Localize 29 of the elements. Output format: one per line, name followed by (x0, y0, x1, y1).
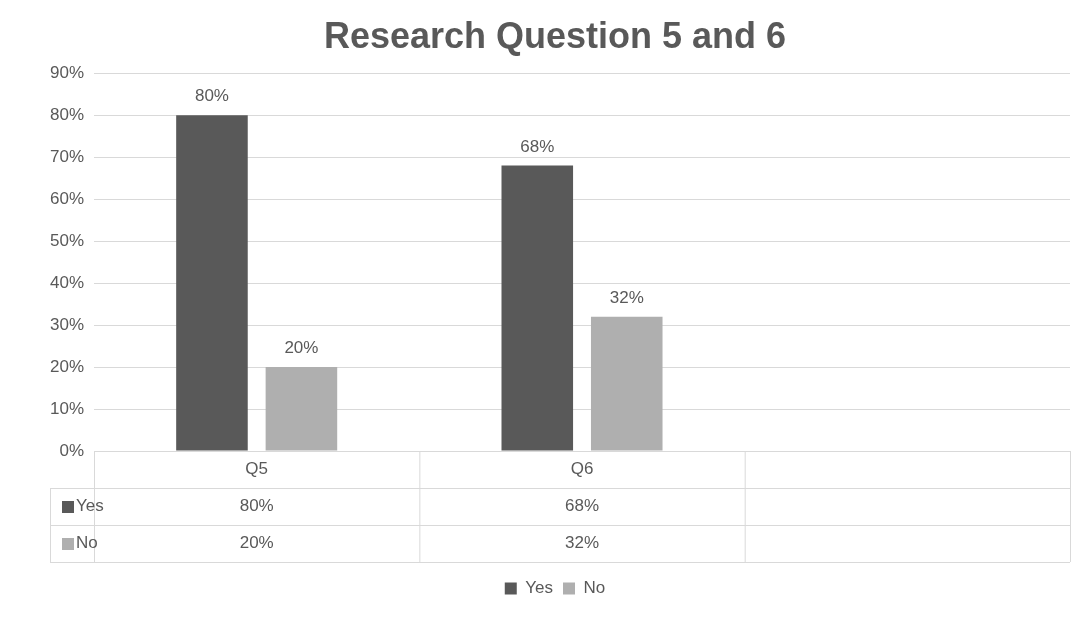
text: No (76, 533, 98, 553)
y-tick-label: 30% (49, 314, 85, 334)
bar (590, 316, 663, 451)
y-tick-label: 60% (49, 188, 85, 208)
y-tick-label: 40% (49, 272, 85, 292)
data-label: 80% (239, 496, 274, 516)
text: Yes (525, 578, 553, 598)
y-tick-label: 90% (49, 62, 85, 82)
chart-title: Research Question 5 and 6 (323, 14, 787, 56)
data-label: 68% (565, 496, 600, 516)
y-tick-label: 10% (49, 398, 85, 418)
x-tick-label: Q6 (570, 458, 594, 478)
text: 32% (609, 287, 644, 307)
data-label: 32% (565, 533, 600, 553)
y-tick-label: 80% (49, 104, 85, 124)
legend-label: No (583, 578, 606, 598)
text: 20% (284, 338, 319, 358)
bar (501, 165, 574, 451)
text: 80% (194, 86, 229, 106)
x-tick-label: Q5 (245, 458, 269, 478)
text: 68% (520, 136, 555, 156)
legend-label: Yes (76, 496, 104, 516)
y-tick-label: 70% (49, 146, 85, 166)
bar (265, 367, 338, 451)
y-tick-label: 50% (49, 230, 85, 250)
bar (176, 115, 248, 451)
y-tick-label: 20% (49, 356, 85, 376)
y-tick-label: 0% (59, 440, 85, 460)
data-label: 20% (239, 533, 274, 553)
